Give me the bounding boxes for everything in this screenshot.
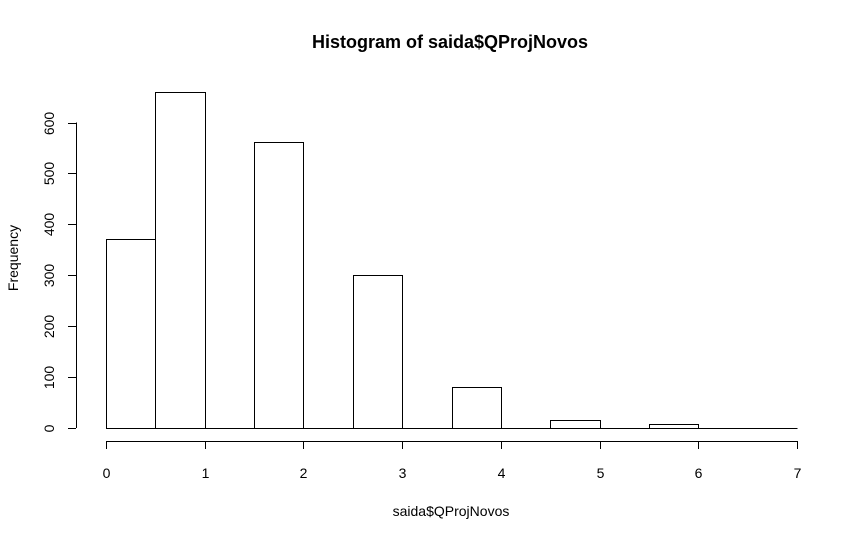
y-tick-label: 200 xyxy=(41,315,57,339)
x-axis: 0 1 2 3 4 5 6 7 xyxy=(103,441,802,481)
y-tick-label: 500 xyxy=(41,162,57,186)
x-tick-label: 4 xyxy=(498,465,506,481)
x-tick-label: 5 xyxy=(597,465,605,481)
y-axis: 0 100 200 300 400 500 600 xyxy=(41,112,77,432)
histogram-bar-5 xyxy=(353,275,403,429)
bars-group xyxy=(106,92,798,429)
y-tick-label: 300 xyxy=(41,264,57,288)
histogram-bar-3 xyxy=(254,142,304,429)
histogram-bar-1 xyxy=(155,92,206,429)
y-axis-label: Frequency xyxy=(5,225,21,291)
x-tick-label: 3 xyxy=(399,465,407,481)
x-tick-label: 7 xyxy=(794,465,802,481)
x-tick-label: 6 xyxy=(695,465,703,481)
chart-title: Histogram of saida$QProjNovos xyxy=(312,32,588,52)
y-tick-label: 0 xyxy=(41,424,57,432)
x-tick-label: 2 xyxy=(300,465,308,481)
y-tick-label: 400 xyxy=(41,213,57,237)
y-tick-label: 100 xyxy=(41,366,57,390)
histogram-bar-11 xyxy=(649,424,699,429)
histogram-bar-9 xyxy=(550,420,601,429)
x-tick-label: 0 xyxy=(103,465,111,481)
x-tick-label: 1 xyxy=(202,465,210,481)
histogram-bar-7 xyxy=(452,387,502,429)
y-tick-label: 600 xyxy=(41,112,57,136)
x-axis-label: saida$QProjNovos xyxy=(393,503,510,519)
histogram-bar-0 xyxy=(106,239,156,429)
